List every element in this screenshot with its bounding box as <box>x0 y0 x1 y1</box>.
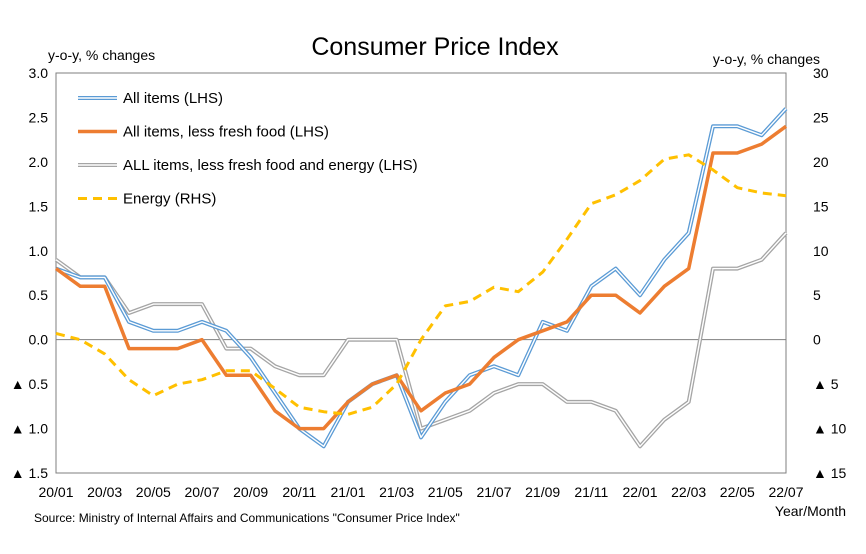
chart-title: Consumer Price Index <box>311 33 559 61</box>
legend-item-2: ALL items, less fresh food and energy (L… <box>78 157 418 174</box>
x-tick-label: 20/01 <box>38 484 73 500</box>
left-tick-label: 1.5 <box>29 198 49 214</box>
right-tick-label: 25 <box>813 109 829 125</box>
axes: 3.0 2.5 2.0 1.5 1.0 0.5 0.0 ▲ 0.5 ▲ 1.0 ▲ 1.5 30 25… <box>11 65 847 500</box>
legend-label: All items, less fresh food (LHS) <box>123 124 329 141</box>
series-1-line <box>54 124 788 431</box>
left-tick-label: 3.0 <box>29 65 49 81</box>
right-tick-label: 0 <box>813 332 821 348</box>
right-tick-label: 5 <box>813 287 821 303</box>
series-layer <box>54 107 788 449</box>
left-tick-label: ▲ 1.0 <box>11 421 48 437</box>
right-tick-label: ▲ 15 <box>813 465 847 481</box>
right-tick-label: 30 <box>813 65 829 81</box>
legend-label: ALL items, less fresh food and energy (L… <box>123 157 418 174</box>
series-line-inner <box>55 108 787 447</box>
left-tick-label: 1.0 <box>29 243 49 259</box>
series-3-line <box>55 153 787 416</box>
x-tick-label: 21/07 <box>476 484 511 500</box>
right-axis-label: y-o-y, % changes <box>713 51 820 67</box>
left-tick-label: ▲ 1.5 <box>11 465 48 481</box>
right-tick-label: 10 <box>813 243 829 259</box>
left-tick-label: 0.5 <box>29 287 49 303</box>
series-2-line <box>54 231 788 449</box>
series-0-line <box>55 107 788 449</box>
legend-item-3: Energy (RHS) <box>78 191 216 208</box>
right-tick-label: 20 <box>813 154 829 170</box>
legend-item-0: All items (LHS) <box>78 90 223 107</box>
x-tick-label: 22/01 <box>622 484 657 500</box>
x-tick-label: 21/05 <box>428 484 463 500</box>
x-tick-label: 20/09 <box>233 484 268 500</box>
x-axis-label: Year/Month <box>775 503 846 519</box>
source-note: Source: Ministry of Internal Affairs and… <box>34 511 460 525</box>
legend: All items (LHS) All items, less fresh foo… <box>78 90 418 208</box>
left-tick-label: 0.0 <box>29 332 49 348</box>
x-tick-label: 20/11 <box>282 484 316 500</box>
right-tick-label: ▲ 5 <box>813 376 839 392</box>
series-line-inner <box>55 232 787 447</box>
series-line-dashed <box>55 153 787 416</box>
right-tick-label: 15 <box>813 198 829 214</box>
x-tick-label: 20/07 <box>184 484 219 500</box>
x-tick-label: 20/03 <box>87 484 122 500</box>
legend-item-1: All items, less fresh food (LHS) <box>78 124 329 141</box>
legend-label: Energy (RHS) <box>123 191 216 208</box>
right-tick-label: ▲ 10 <box>813 421 847 437</box>
x-tick-label: 20/05 <box>136 484 171 500</box>
left-tick-label: 2.0 <box>29 154 49 170</box>
x-tick-label: 22/07 <box>768 484 803 500</box>
legend-label: All items (LHS) <box>123 90 223 107</box>
x-tick-label: 21/11 <box>574 484 608 500</box>
x-tick-label: 21/01 <box>330 484 365 500</box>
x-tick-label: 21/03 <box>379 484 414 500</box>
plot-area-frame <box>55 72 787 474</box>
x-tick-label: 22/05 <box>720 484 755 500</box>
x-tick-label: 21/09 <box>525 484 560 500</box>
left-axis-label: y-o-y, % changes <box>48 47 155 63</box>
series-line-solid <box>54 124 788 431</box>
left-tick-label: ▲ 0.5 <box>11 376 48 392</box>
x-tick-label: 22/03 <box>671 484 706 500</box>
left-tick-label: 2.5 <box>29 109 49 125</box>
